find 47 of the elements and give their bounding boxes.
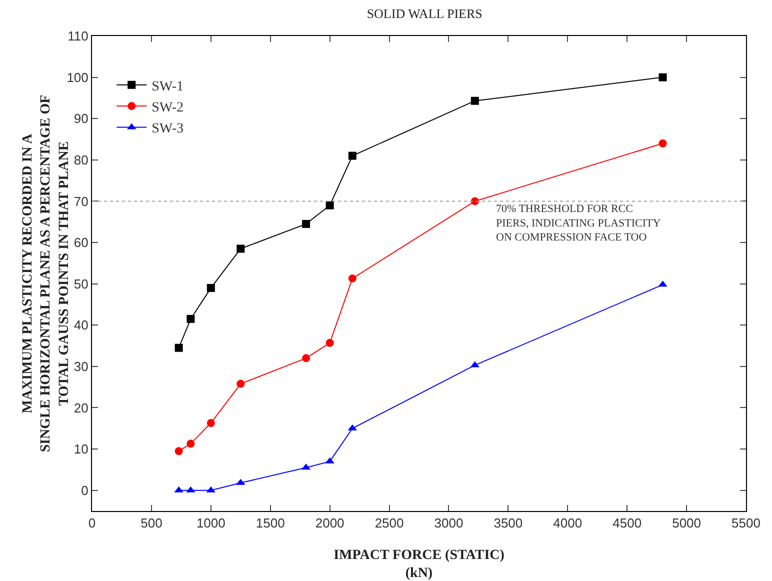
x-tick-label: 2500 [374, 516, 404, 531]
point [174, 344, 183, 352]
x-tick-label: 5500 [732, 516, 760, 531]
ref-line-label: 70% THRESHOLD FOR RCC PIERS, INDICATING PLASTICITY ON COMPRESSION FACE TOO [496, 203, 661, 244]
legend-label: SW-3 [152, 122, 184, 137]
point [174, 447, 183, 456]
point [658, 73, 667, 82]
y-tick-label: 10 [74, 442, 88, 457]
legend-label: SW-1 [152, 79, 184, 94]
x-tick-label: 1500 [256, 516, 285, 531]
point [326, 201, 334, 210]
y-tick-label: 30 [74, 358, 88, 374]
legend-label: SW-2 [152, 100, 184, 116]
point [206, 419, 215, 428]
y-tick-label: 70 [74, 194, 88, 209]
x-tick-label: 5000 [672, 516, 702, 531]
point [186, 440, 195, 448]
x-tick-label: 2000 [315, 516, 344, 531]
point [348, 152, 356, 160]
y-tick-label: 60 [74, 235, 88, 250]
point [236, 380, 245, 388]
x-tick-label: 1000 [196, 516, 226, 531]
y-axis-title: MAXIMUM PLASTICITY RECORDED IN A SINGLE HORIZONTAL PLANE AS A PERCENTAGE OF TOTAL GAUSS POINTS IN THAT PLANE [20, 94, 72, 452]
y-tick-label: 100 [66, 70, 88, 85]
y-tick-label: 80 [74, 152, 88, 168]
y-tick-label: 0 [81, 482, 88, 498]
x-tick-label: 500 [140, 516, 162, 531]
y-tick-label: 50 [74, 276, 88, 292]
y-tick-label: 90 [74, 111, 88, 126]
y-tick-label: 20 [74, 400, 88, 416]
point [302, 220, 310, 228]
chart-title: SOLID WALL PIERS [366, 6, 482, 21]
point [206, 284, 215, 292]
x-tick-label: 3000 [434, 516, 464, 531]
x-tick-label: 3500 [494, 516, 523, 531]
point [470, 96, 479, 105]
y-tick-label: 40 [74, 318, 88, 333]
y-tick-label: 110 [68, 28, 88, 44]
point [236, 244, 245, 253]
point [326, 338, 334, 347]
x-tick-label: 4500 [612, 516, 642, 531]
point [302, 354, 310, 362]
point [186, 314, 195, 323]
point [658, 139, 667, 148]
x-axis-title: IMPACT FORCE (STATIC) (kN) [334, 548, 505, 581]
x-tick-label: 4000 [553, 516, 582, 531]
point [348, 274, 356, 282]
